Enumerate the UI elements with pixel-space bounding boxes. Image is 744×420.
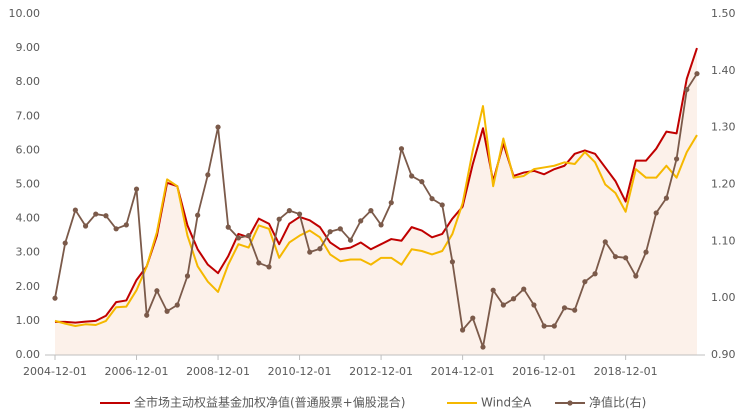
series-marker <box>307 249 313 255</box>
y2-tick-label: 1.20 <box>711 178 736 191</box>
x-tick-label: 2018-12-01 <box>594 365 658 378</box>
y-tick-label: 4.00 <box>16 212 41 225</box>
legend-label: 全市场主动权益基金加权净值(普通股票+偏股混合) <box>134 395 405 410</box>
series-marker <box>317 246 323 252</box>
y2-tick-label: 1.00 <box>711 291 736 304</box>
y-tick-label: 8.00 <box>16 75 41 88</box>
series-marker <box>52 295 58 301</box>
series-marker <box>174 302 180 308</box>
series-marker <box>429 196 435 202</box>
series-marker <box>409 173 415 179</box>
x-tick-label: 2008-12-01 <box>186 365 250 378</box>
series-marker <box>215 124 221 130</box>
series-marker <box>694 71 700 77</box>
series-marker <box>184 273 191 279</box>
series-marker <box>582 279 588 285</box>
series-marker <box>235 235 242 241</box>
legend-label: 净值比(右) <box>589 395 646 410</box>
y2-tick-label: 1.40 <box>711 64 736 77</box>
series-marker <box>123 222 129 228</box>
series-marker <box>296 211 303 217</box>
y2-tick-label: 1.30 <box>711 121 736 134</box>
series-marker <box>551 323 557 329</box>
series-marker <box>266 264 272 270</box>
series-marker <box>653 210 659 216</box>
y-tick-label: 7.00 <box>16 109 41 122</box>
x-tick-label: 2012-12-01 <box>349 365 413 378</box>
series-marker <box>398 146 405 152</box>
series-marker <box>93 211 99 217</box>
x-tick-label: 2006-12-01 <box>105 365 169 378</box>
series-marker <box>154 288 160 294</box>
series-marker <box>62 240 68 246</box>
series-marker <box>531 302 537 308</box>
series-marker <box>439 202 445 208</box>
y2-tick-label: 1.10 <box>711 234 736 247</box>
series-marker <box>643 249 649 255</box>
series-marker <box>460 327 466 333</box>
y-tick-label: 9.00 <box>16 41 41 54</box>
series-marker <box>633 273 639 279</box>
series-marker <box>246 233 252 239</box>
y-tick-label: 5.00 <box>16 178 41 191</box>
series-marker <box>358 218 364 224</box>
series-marker <box>572 307 578 313</box>
series-marker <box>500 302 506 308</box>
legend-marker <box>567 400 573 406</box>
series-marker <box>388 200 394 206</box>
series-marker <box>449 259 456 265</box>
series-marker <box>541 323 547 329</box>
series-marker <box>72 207 78 213</box>
series-marker <box>82 223 89 229</box>
series-marker <box>684 86 690 93</box>
series-line <box>54 105 698 328</box>
series-marker <box>368 208 374 214</box>
series-marker <box>510 296 517 302</box>
series-marker <box>103 213 109 219</box>
y-tick-label: 6.00 <box>16 143 41 156</box>
x-tick-label: 2016-12-01 <box>512 365 576 378</box>
series-marker <box>286 208 292 214</box>
series-marker <box>337 226 343 232</box>
series-marker <box>205 172 211 178</box>
series-marker <box>144 312 150 318</box>
series-marker <box>164 308 170 314</box>
x-tick-label: 2014-12-01 <box>431 365 495 378</box>
series-marker <box>663 195 670 201</box>
series-marker <box>113 226 119 232</box>
series-marker <box>561 305 568 311</box>
y-tick-label: 1.00 <box>16 314 41 327</box>
x-tick-label: 2010-12-01 <box>268 365 332 378</box>
series-marker <box>276 216 282 222</box>
series-marker <box>673 156 680 162</box>
y-tick-label: 0.00 <box>16 348 41 361</box>
series-marker <box>480 344 486 350</box>
series-marker <box>470 315 476 321</box>
series-marker <box>225 224 231 230</box>
y-tick-label: 3.00 <box>16 246 41 259</box>
y2-tick-label: 0.90 <box>711 348 736 361</box>
series-marker <box>592 271 598 277</box>
series-line <box>54 73 698 348</box>
legend-label: Wind全A <box>481 395 532 410</box>
y-tick-label: 2.00 <box>16 280 41 293</box>
series-marker <box>133 186 140 192</box>
series-marker <box>521 286 527 292</box>
y2-tick-label: 1.50 <box>711 7 736 20</box>
y-tick-label: 10.00 <box>9 7 41 20</box>
series-marker <box>602 239 608 245</box>
series-marker <box>612 254 619 260</box>
series-marker <box>378 222 384 228</box>
series-marker <box>347 237 354 243</box>
series-marker <box>327 229 333 235</box>
series-marker <box>623 255 629 261</box>
series-marker <box>256 260 262 266</box>
series-marker <box>195 212 201 218</box>
area <box>55 48 697 355</box>
series-marker <box>490 287 496 293</box>
x-tick-label: 2004-12-01 <box>23 365 87 378</box>
series-marker <box>419 179 425 185</box>
